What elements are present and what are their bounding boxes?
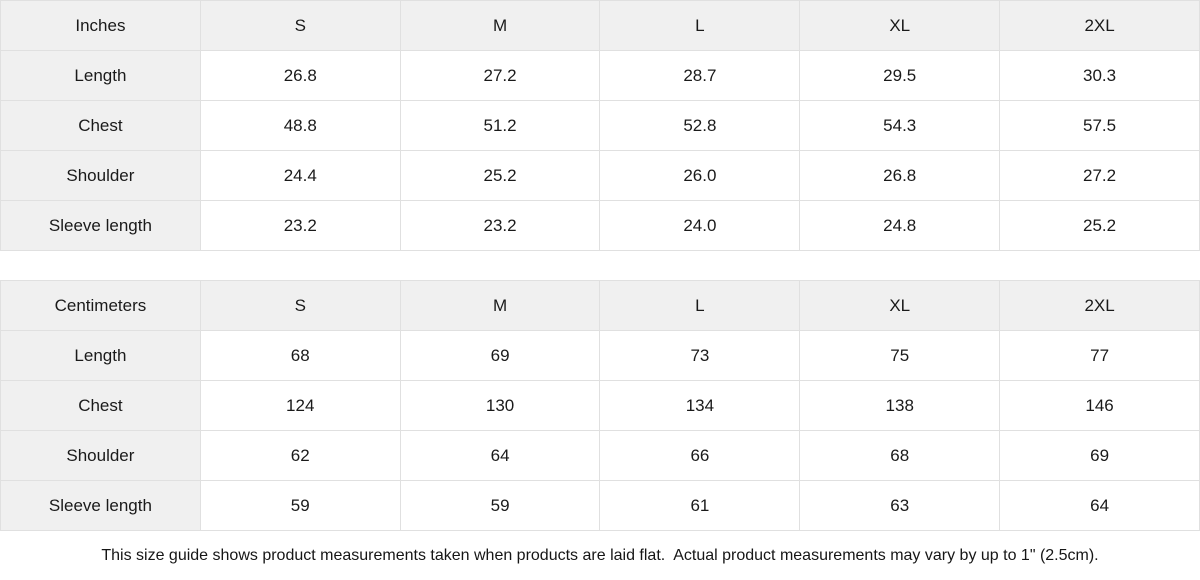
- size-column-header: 2XL: [999, 0, 1200, 51]
- table-row: Length 68 69 73 75 77: [0, 330, 1200, 381]
- measurement-cell: 30.3: [999, 50, 1200, 101]
- measurement-cell: 69: [399, 330, 601, 381]
- measurement-cell: 68: [199, 330, 401, 381]
- size-column-header: M: [399, 280, 601, 331]
- table-row: Shoulder 62 64 66 68 69: [0, 430, 1200, 481]
- measurement-cell: 138: [799, 380, 1001, 431]
- measurement-cell: 69: [999, 430, 1200, 481]
- measurement-cell: 124: [199, 380, 401, 431]
- measurement-cell: 68: [799, 430, 1001, 481]
- table-row: Chest 48.8 51.2 52.8 54.3 57.5: [0, 100, 1200, 151]
- measurement-cell: 57.5: [999, 100, 1200, 151]
- table-row: Sleeve length 59 59 61 63 64: [0, 480, 1200, 531]
- measurement-cell: 54.3: [799, 100, 1001, 151]
- unit-header: Inches: [0, 0, 201, 51]
- measurement-cell: 62: [199, 430, 401, 481]
- measurement-cell: 26.8: [199, 50, 401, 101]
- measurement-cell: 25.2: [399, 150, 601, 201]
- size-column-header: L: [599, 280, 801, 331]
- measurement-cell: 77: [999, 330, 1200, 381]
- row-label: Shoulder: [0, 430, 201, 481]
- size-column-header: 2XL: [999, 280, 1200, 331]
- row-label: Sleeve length: [0, 200, 201, 251]
- size-column-header: XL: [799, 280, 1001, 331]
- table-row: Sleeve length 23.2 23.2 24.0 24.8 25.2: [0, 200, 1200, 251]
- size-column-header: S: [199, 0, 401, 51]
- measurement-cell: 73: [599, 330, 801, 381]
- table-row: Length 26.8 27.2 28.7 29.5 30.3: [0, 50, 1200, 101]
- measurement-cell: 63: [799, 480, 1001, 531]
- row-label: Length: [0, 50, 201, 101]
- measurement-cell: 27.2: [399, 50, 601, 101]
- size-column-header: L: [599, 0, 801, 51]
- measurement-cell: 24.4: [199, 150, 401, 201]
- measurement-cell: 52.8: [599, 100, 801, 151]
- row-label: Sleeve length: [0, 480, 201, 531]
- measurement-cell: 23.2: [199, 200, 401, 251]
- size-column-header: S: [199, 280, 401, 331]
- table-row: Chest 124 130 134 138 146: [0, 380, 1200, 431]
- row-label: Shoulder: [0, 150, 201, 201]
- row-label: Chest: [0, 100, 201, 151]
- measurement-cell: 29.5: [799, 50, 1001, 101]
- measurement-cell: 51.2: [399, 100, 601, 151]
- measurement-cell: 59: [399, 480, 601, 531]
- measurement-cell: 75: [799, 330, 1001, 381]
- measurement-cell: 64: [999, 480, 1200, 531]
- size-guide-note: This size guide shows product measuremen…: [101, 546, 1099, 564]
- measurement-cell: 61: [599, 480, 801, 531]
- measurement-cell: 23.2: [399, 200, 601, 251]
- unit-header: Centimeters: [0, 280, 201, 331]
- size-table-inches: Inches S M L XL 2XL Length 26.8 27.2 28.7 29.5 30.3…: [0, 0, 1200, 251]
- measurement-cell: 134: [599, 380, 801, 431]
- measurement-cell: 146: [999, 380, 1200, 431]
- measurement-cell: 24.0: [599, 200, 801, 251]
- measurement-cell: 48.8: [199, 100, 401, 151]
- measurement-cell: 64: [399, 430, 601, 481]
- size-guide-tables: Inches S M L XL 2XL Length 26.8 27.2 28.7 29.5 30.3…: [0, 0, 1200, 531]
- size-table-centimeters: Centimeters S M L XL 2XL Length 68 69 73 75 77 Chest…: [0, 280, 1200, 531]
- measurement-cell: 27.2: [999, 150, 1200, 201]
- header-row: Inches S M L XL 2XL: [0, 0, 1200, 51]
- size-column-header: M: [399, 0, 601, 51]
- size-column-header: XL: [799, 0, 1001, 51]
- measurement-cell: 25.2: [999, 200, 1200, 251]
- measurement-cell: 26.8: [799, 150, 1001, 201]
- measurement-cell: 66: [599, 430, 801, 481]
- measurement-cell: 26.0: [599, 150, 801, 201]
- header-row: Centimeters S M L XL 2XL: [0, 280, 1200, 331]
- measurement-cell: 130: [399, 380, 601, 431]
- row-label: Chest: [0, 380, 201, 431]
- measurement-cell: 24.8: [799, 200, 1001, 251]
- measurement-cell: 59: [199, 480, 401, 531]
- measurement-cell: 28.7: [599, 50, 801, 101]
- table-row: Shoulder 24.4 25.2 26.0 26.8 27.2: [0, 150, 1200, 201]
- row-label: Length: [0, 330, 201, 381]
